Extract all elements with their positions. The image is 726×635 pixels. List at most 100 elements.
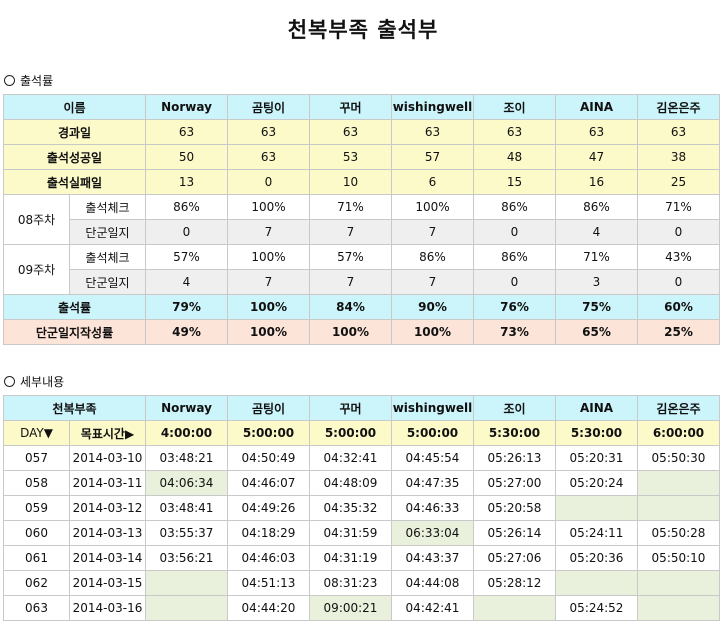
value-cell: 3 <box>555 269 638 295</box>
value-cell: 47 <box>555 144 638 170</box>
member-header-cell: wishingwell <box>391 94 474 120</box>
time-cell: 04:46:03 <box>227 545 310 571</box>
value-cell: 71% <box>555 244 638 270</box>
time-cell: 08:31:23 <box>309 570 392 596</box>
time-cell: 04:50:49 <box>227 445 310 471</box>
circle-icon <box>4 376 15 387</box>
member-header-cell: AINA <box>555 395 638 421</box>
row-label-cell: 출석실패일 <box>3 169 146 195</box>
value-cell: 63 <box>145 119 228 145</box>
value-cell: 0 <box>637 219 720 245</box>
row-label-cell: 단군일지 <box>69 269 146 295</box>
time-cell: 05:27:06 <box>473 545 556 571</box>
value-cell: 7 <box>309 219 392 245</box>
fail-days-row: 출석실패일 13 0 10 6 15 16 25 <box>3 169 720 195</box>
value-cell: 7 <box>391 269 474 295</box>
time-cell: 05:20:36 <box>555 545 638 571</box>
value-cell: 0 <box>145 219 228 245</box>
target-time-cell: 5:30:00 <box>473 420 556 446</box>
date-cell: 2014-03-10 <box>69 445 146 471</box>
member-header-cell: 조이 <box>473 94 556 120</box>
time-cell: 04:32:41 <box>309 445 392 471</box>
value-cell: 38 <box>637 144 720 170</box>
value-cell: 25% <box>637 319 720 345</box>
week-label-cell: 09주차 <box>3 244 70 295</box>
week-diary-row: 단군일지 0 7 7 7 0 4 0 <box>4 219 720 245</box>
row-label-cell: 출석성공일 <box>3 144 146 170</box>
circle-icon <box>4 75 15 86</box>
time-cell: 04:44:20 <box>227 595 310 621</box>
value-cell: 90% <box>391 294 474 320</box>
value-cell: 86% <box>473 244 556 270</box>
day-cell: 059 <box>3 495 70 521</box>
value-cell: 43% <box>637 244 720 270</box>
time-cell: 03:56:21 <box>145 545 228 571</box>
value-cell: 0 <box>637 269 720 295</box>
name-header-cell: 이름 <box>3 94 146 120</box>
value-cell: 65% <box>555 319 638 345</box>
day-cell: 057 <box>3 445 70 471</box>
time-cell: 04:48:09 <box>309 470 392 496</box>
value-cell: 100% <box>227 319 310 345</box>
value-cell: 86% <box>145 194 228 220</box>
summary-header-row: 이름 Norway 곰팅이 꾸머 wishingwell 조이 AINA 김온은주 <box>3 94 720 120</box>
day-cell: 061 <box>3 545 70 571</box>
time-cell <box>637 495 720 521</box>
time-cell: 03:48:41 <box>145 495 228 521</box>
section-attendance-heading: 출석률 <box>4 72 53 89</box>
day-sort-cell: DAY▼ <box>3 420 70 446</box>
detail-header-row: 천복부족 Norway 곰팅이 꾸머 wishingwell 조이 AINA 김온은주 <box>3 395 720 421</box>
member-header-cell: 꾸머 <box>309 395 392 421</box>
value-cell: 57% <box>145 244 228 270</box>
time-cell: 05:50:28 <box>637 520 720 546</box>
time-cell: 04:43:37 <box>391 545 474 571</box>
member-header-cell: 조이 <box>473 395 556 421</box>
target-time-cell: 5:30:00 <box>555 420 638 446</box>
value-cell: 7 <box>309 269 392 295</box>
attendance-rate-row: 출석률 79% 100% 84% 90% 76% 75% 60% <box>3 294 720 320</box>
day-cell: 063 <box>3 595 70 621</box>
time-cell: 04:44:08 <box>391 570 474 596</box>
time-cell: 04:51:13 <box>227 570 310 596</box>
value-cell: 7 <box>391 219 474 245</box>
target-time-cell: 5:00:00 <box>227 420 310 446</box>
time-cell <box>637 595 720 621</box>
time-cell: 04:47:35 <box>391 470 474 496</box>
day-cell: 060 <box>3 520 70 546</box>
value-cell: 25 <box>637 169 720 195</box>
section-detail-label: 세부내용 <box>20 375 65 389</box>
value-cell: 13 <box>145 169 228 195</box>
detail-row: 060 2014-03-13 03:55:37 04:18:29 04:31:59 06:… <box>3 520 720 546</box>
day-cell: 062 <box>3 570 70 596</box>
member-header-cell: AINA <box>555 94 638 120</box>
time-cell: 05:20:24 <box>555 470 638 496</box>
week-check-row: 08주차 출석체크 86% 100% 71% 100% 86% 86% 71% <box>3 194 720 245</box>
value-cell: 100% <box>227 244 310 270</box>
member-header-cell: Norway <box>145 395 228 421</box>
value-cell: 57 <box>391 144 474 170</box>
member-header-cell: 곰팅이 <box>227 94 310 120</box>
time-cell: 04:42:41 <box>391 595 474 621</box>
row-label-cell: 단군일지 <box>69 219 146 245</box>
time-cell: 04:35:32 <box>309 495 392 521</box>
date-cell: 2014-03-12 <box>69 495 146 521</box>
target-time-cell: 5:00:00 <box>391 420 474 446</box>
value-cell: 60% <box>637 294 720 320</box>
time-cell: 05:24:11 <box>555 520 638 546</box>
time-cell <box>637 470 720 496</box>
value-cell: 63 <box>473 119 556 145</box>
date-cell: 2014-03-11 <box>69 470 146 496</box>
value-cell: 4 <box>145 269 228 295</box>
value-cell: 53 <box>309 144 392 170</box>
detail-row: 062 2014-03-15 04:51:13 08:31:23 04:44:08 05:… <box>3 570 720 596</box>
date-cell: 2014-03-14 <box>69 545 146 571</box>
value-cell: 48 <box>473 144 556 170</box>
detail-row: 057 2014-03-10 03:48:21 04:50:49 04:32:41 04:… <box>3 445 720 471</box>
value-cell: 86% <box>473 194 556 220</box>
value-cell: 63 <box>637 119 720 145</box>
time-cell: 05:20:31 <box>555 445 638 471</box>
time-cell <box>473 595 556 621</box>
success-days-row: 출석성공일 50 63 53 57 48 47 38 <box>3 144 720 170</box>
time-cell: 04:45:54 <box>391 445 474 471</box>
time-cell: 04:46:33 <box>391 495 474 521</box>
